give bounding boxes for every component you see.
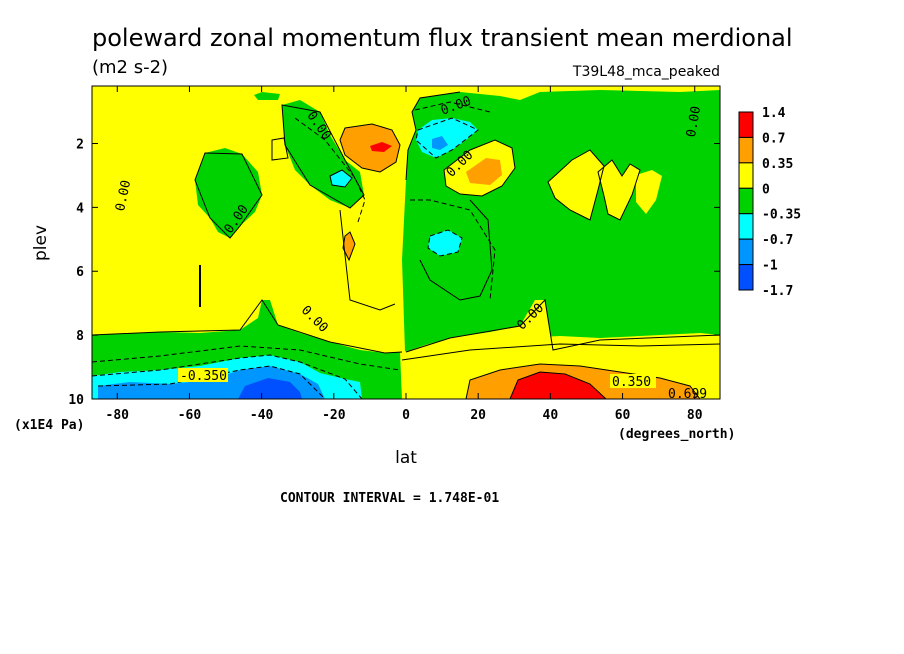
x-axis-label: lat [395, 448, 417, 468]
region-sh-surface-darkblue [238, 378, 302, 399]
contour-label: 0.699 [668, 387, 707, 402]
x-tick-label: 80 [687, 408, 703, 423]
region-sh-subtropic-pocket [195, 148, 262, 238]
colorbar-label: 1.4 [762, 106, 786, 121]
colorbar-label: 0.35 [762, 157, 793, 172]
x-axis: -80 -60 -40 -20 0 20 40 60 80 [106, 86, 703, 423]
contour-label: 0.00 [113, 179, 134, 213]
contour-label: 0.00 [684, 105, 704, 138]
contour-label-bg [610, 374, 656, 388]
region-sh-upper-orange [340, 124, 400, 172]
dataset-label: T39L48_mca_peaked [572, 64, 720, 80]
colorbar-swatch [738, 187, 754, 215]
x-tick-label: -40 [250, 408, 274, 423]
region-nh-upper-orange [466, 158, 502, 185]
colorbar-swatch [738, 136, 754, 164]
x-tick-label: 0 [402, 408, 410, 423]
region-nh-yellow-pocket-2 [598, 160, 640, 220]
x-tick-label: -20 [322, 408, 346, 423]
region-nh-upper-cyan [416, 118, 478, 158]
chart-units: (m2 s-2) [92, 57, 168, 78]
region-nh-mid-cyan [428, 230, 462, 256]
contour-lines [91, 91, 721, 400]
region-nh-upper-blue [432, 136, 448, 150]
region-nh-yellow-pocket-3 [636, 170, 662, 214]
y-tick-label: 4 [76, 201, 84, 216]
colorbar-label: -0.7 [762, 233, 793, 248]
x-axis-units: (degrees_north) [618, 427, 735, 442]
colorbar-label: 0 [762, 182, 770, 197]
colorbar-swatch [738, 264, 754, 291]
x-tick-label: 60 [615, 408, 631, 423]
x-tick-label: -80 [106, 408, 130, 423]
x-tick-label: -60 [178, 408, 202, 423]
colorbar-swatch [738, 213, 754, 240]
colorbar-swatch [738, 238, 754, 266]
contour-label-bg [178, 368, 228, 382]
region-nh-yellow-pocket-1 [548, 150, 604, 220]
y-axis: 2 4 6 8 10 [68, 137, 720, 408]
colorbar-label: -1 [762, 259, 778, 274]
y-tick-label: 6 [76, 265, 84, 280]
y-tick-label: 10 [68, 393, 84, 408]
contour-label: -0.350 [180, 369, 227, 384]
colorbar-label: -1.7 [762, 284, 793, 299]
colorbar-label: -0.35 [762, 208, 801, 223]
region-top-green-strip [254, 92, 280, 100]
region-sh-small-cyan [330, 170, 352, 187]
y-tick-label: 8 [76, 329, 84, 344]
plot-area [92, 86, 720, 399]
chart-title: poleward zonal momentum flux transient m… [92, 24, 793, 52]
region-nh-surface-red [510, 372, 606, 399]
colorbar-label: 0.7 [762, 131, 785, 146]
x-tick-label: 40 [543, 408, 559, 423]
contour-lines-dashed [91, 101, 496, 400]
y-axis-label: plev [31, 225, 51, 261]
x-tick-label: 20 [470, 408, 486, 423]
contour-interval-note: CONTOUR INTERVAL = 1.748E-01 [280, 491, 499, 506]
y-axis-units: (x1E4 Pa) [14, 418, 84, 433]
contour-label: 0.350 [612, 375, 651, 390]
y-tick-label: 2 [76, 137, 84, 152]
colorbar-swatch [738, 162, 754, 189]
colorbar-swatch [738, 111, 754, 138]
colorbar: 1.4 0.7 0.35 0 -0.35 -0.7 -1 -1.7 [738, 106, 801, 299]
region-sh-upper-red [370, 142, 392, 152]
